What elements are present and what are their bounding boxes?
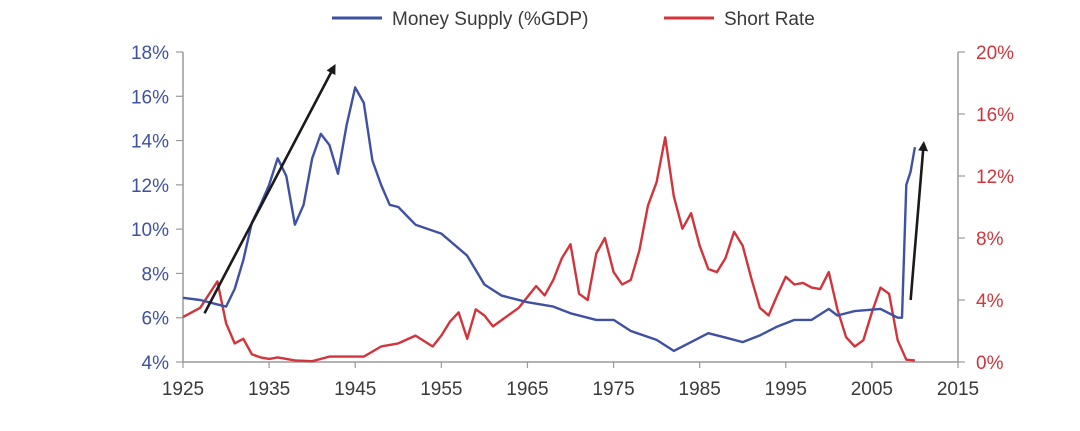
x-tick-label: 1975 (592, 379, 634, 400)
x-tick-label: 2005 (851, 379, 893, 400)
y-right-tick-label: 12% (976, 167, 1014, 188)
x-tick-label: 1995 (765, 379, 807, 400)
x-tick-label: 1955 (420, 379, 462, 400)
legend-label-money-supply: Money Supply (%GDP) (392, 9, 588, 30)
y-left-tick-label: 16% (131, 87, 169, 108)
x-tick-label: 1925 (162, 379, 204, 400)
annotation-layer (203, 63, 929, 314)
y-left-tick-label: 6% (142, 309, 170, 330)
y-left-tick-label: 14% (131, 132, 169, 153)
y-right-tick-label: 4% (976, 291, 1004, 312)
y-left-tick-label: 4% (142, 353, 170, 374)
trend-arrow-1930s (203, 63, 336, 314)
y-left-tick-label: 12% (131, 176, 169, 197)
axes: 18% 16% 14% 12% 10% 8% 6% 4% 20% 16% 12% 8% 4% 0% 1925… (131, 43, 1014, 400)
y-right-tick-label: 16% (976, 105, 1014, 126)
x-tick-label: 1945 (334, 379, 376, 400)
series-layer (182, 86, 917, 363)
y-right-tick-label: 0% (976, 353, 1004, 374)
y-right-tick-label: 20% (976, 43, 1014, 64)
y-left-tick-label: 18% (131, 43, 169, 64)
y-left-tick-label: 8% (142, 264, 170, 285)
x-tick-label: 1985 (679, 379, 721, 400)
y-left-tick-label: 10% (131, 220, 169, 241)
trend-arrow-2009 (909, 141, 929, 301)
x-tick-label: 2015 (937, 379, 979, 400)
legend: Money Supply (%GDP) Short Rate (332, 9, 815, 30)
legend-label-short-rate: Short Rate (724, 9, 815, 30)
y-right-tick-label: 8% (976, 229, 1004, 250)
x-tick-label: 1965 (506, 379, 548, 400)
series-line-short-rate (182, 136, 915, 363)
series-line-money-supply (182, 86, 917, 353)
x-tick-label: 1935 (248, 379, 290, 400)
